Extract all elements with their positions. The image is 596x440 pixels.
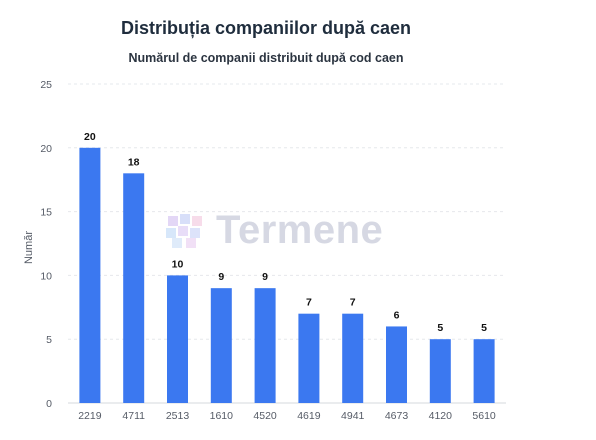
bar: [342, 313, 364, 403]
bar: [254, 288, 276, 403]
watermark: Termene: [164, 207, 384, 252]
bar: [386, 326, 407, 403]
data-label: 7: [350, 297, 356, 309]
y-tick-label: 10: [40, 270, 52, 282]
data-label: 18: [128, 156, 140, 168]
data-label: 6: [394, 309, 400, 321]
watermark-text: Termene: [216, 207, 384, 252]
x-tick-label: 4520: [253, 410, 277, 422]
x-tick-label: 4941: [341, 410, 365, 422]
bar: [123, 173, 145, 403]
x-tick-label: 2219: [78, 410, 102, 422]
data-label: 9: [262, 271, 268, 283]
bar: [210, 288, 232, 403]
data-label: 5: [437, 322, 443, 334]
bar: [429, 339, 451, 403]
chart-subtitle: Numărul de companii distribuit după cod …: [128, 51, 404, 65]
x-tick-label: 4120: [429, 410, 453, 422]
bar: [298, 313, 320, 403]
data-label: 5: [481, 322, 487, 334]
x-tick-label: 4711: [122, 410, 145, 422]
y-tick-label: 25: [40, 79, 52, 91]
bar: [79, 147, 101, 403]
data-label: 7: [306, 297, 312, 309]
x-tick-label: 2513: [166, 410, 190, 422]
y-tick-label: 20: [40, 143, 52, 155]
y-tick-label: 5: [46, 334, 52, 346]
y-tick-label: 15: [40, 207, 52, 219]
data-label: 9: [218, 271, 224, 283]
chart-title: Distribuția companiilor după caen: [120, 18, 412, 38]
y-axis-label: Număr: [23, 231, 35, 264]
bar: [473, 339, 495, 403]
data-label: 10: [172, 258, 184, 270]
x-tick-label: 1610: [210, 410, 234, 422]
data-label: 20: [84, 131, 96, 143]
x-tick-label: 5610: [472, 410, 496, 422]
x-tick-label: 4619: [297, 410, 321, 422]
bar: [167, 275, 188, 403]
termene-logo-icon: [166, 214, 202, 248]
y-tick-label: 0: [46, 398, 52, 410]
x-tick-label: 4673: [385, 410, 409, 422]
